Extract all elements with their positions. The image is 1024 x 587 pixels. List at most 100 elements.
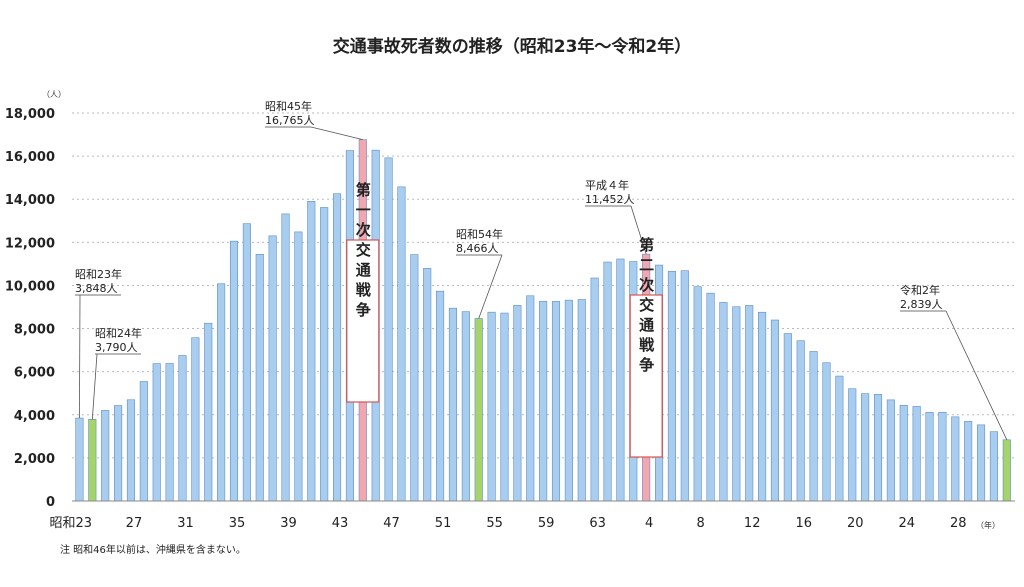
y-tick-label: 2,000	[14, 452, 55, 467]
bar-H10	[719, 302, 728, 502]
y-tick-label: 16,000	[5, 150, 55, 165]
bar-H27	[938, 411, 947, 502]
y-tick-label: 12,000	[5, 236, 55, 251]
bar-S50	[423, 268, 432, 502]
annotation-year: 昭和23年	[75, 267, 122, 281]
x-tick-label: 63	[589, 516, 606, 531]
x-tick-label: 28	[950, 516, 967, 531]
x-tick-label: 47	[383, 516, 400, 531]
bar-S26	[114, 405, 123, 502]
bar-H28	[951, 416, 960, 502]
bar-S35	[229, 240, 239, 502]
annotation-year: 昭和54年	[456, 227, 503, 241]
bar-S30	[165, 363, 174, 502]
bar-S63	[590, 277, 599, 502]
bar-H19	[835, 375, 844, 502]
annotation-value: 16,765人	[265, 114, 315, 127]
y-axis-unit: （人）	[42, 90, 66, 99]
x-tick-label: 35	[229, 516, 246, 531]
bar-R1	[989, 431, 998, 502]
bar-S42	[320, 207, 329, 502]
annotation-leader	[630, 205, 647, 255]
bar-H22	[873, 394, 883, 502]
bar-S31	[178, 355, 187, 502]
annotation-value: 3,848人	[75, 282, 118, 295]
x-tick-label: 12	[744, 516, 761, 531]
bar-H1	[603, 261, 612, 502]
bar-S24	[88, 419, 97, 502]
annotation-year: 令和2年	[900, 283, 940, 297]
x-axis-unit: （年）	[976, 520, 1000, 530]
annotation-year: 平成４年	[585, 178, 629, 192]
x-tick-label: 24	[898, 516, 915, 531]
bar-S58	[526, 295, 535, 502]
bar-S47	[384, 157, 393, 502]
bar-H24	[899, 405, 908, 502]
bar-S57	[513, 305, 522, 502]
bar-S29	[152, 363, 161, 502]
x-tick-label: 43	[332, 516, 349, 531]
bar-H2	[616, 258, 625, 502]
bar-H9	[706, 292, 715, 502]
bar-S49	[410, 254, 419, 502]
x-tick-label: 20	[847, 516, 864, 531]
x-tick-label: 55	[486, 516, 503, 531]
annotation-value: 11,452人	[585, 193, 635, 206]
bar-S61	[564, 299, 573, 502]
bar-S53	[461, 311, 470, 502]
bar-S25	[101, 410, 110, 502]
bar-S62	[577, 299, 586, 502]
bar-S27	[126, 399, 136, 502]
bar-H30	[976, 424, 986, 502]
annotation-leader	[478, 254, 503, 319]
bar-H26	[925, 412, 934, 502]
annotation-year: 昭和45年	[265, 99, 312, 113]
y-tick-label: 14,000	[5, 193, 55, 208]
bar-S52	[448, 307, 458, 502]
bar-H15	[783, 333, 792, 502]
bar-S32	[191, 337, 200, 502]
x-tick-label: 51	[435, 516, 452, 531]
y-tick-label: 6,000	[14, 366, 55, 381]
bar-H8	[693, 286, 702, 502]
x-tick-label: 59	[538, 516, 555, 531]
bar-S55	[487, 311, 496, 502]
x-tick-label: 4	[645, 516, 653, 531]
bar-S59	[539, 301, 548, 502]
annotation-leader	[91, 353, 98, 420]
annotation-leader	[945, 310, 1008, 440]
period-box: 第一次交通戦争	[346, 181, 380, 403]
y-tick-label: 0	[46, 495, 55, 510]
x-tick-label: 昭和23	[49, 516, 92, 531]
annotation-leader	[79, 294, 81, 419]
x-tick-label: 16	[795, 516, 812, 531]
y-tick-label: 8,000	[14, 323, 55, 338]
period-label: 第一次交通戦争	[354, 181, 372, 322]
bar-H21	[861, 393, 870, 502]
annotation-year: 昭和24年	[95, 326, 142, 340]
bar-H6	[667, 271, 676, 502]
bar-H23	[886, 399, 895, 502]
bar-H25	[912, 406, 921, 502]
bar-H20	[848, 388, 857, 502]
bar-S54	[474, 318, 483, 502]
bar-H18	[822, 362, 831, 502]
bar-S56	[500, 312, 509, 502]
bar-H11	[732, 306, 741, 502]
annotation-value: 3,790人	[95, 341, 138, 354]
x-tick-label: 39	[280, 516, 297, 531]
bar-S48	[397, 186, 406, 502]
y-tick-label: 4,000	[14, 409, 55, 424]
bar-H16	[796, 340, 805, 502]
chart-title: 交通事故死者数の推移（昭和23年～令和2年）	[333, 36, 692, 57]
bar-S36	[242, 223, 251, 502]
period-box: 第二次交通戦争	[629, 236, 663, 458]
bar-S51	[436, 290, 445, 502]
y-tick-label: 18,000	[5, 107, 55, 122]
bar-S33	[204, 322, 213, 502]
annotation-value: 8,466人	[456, 242, 499, 255]
